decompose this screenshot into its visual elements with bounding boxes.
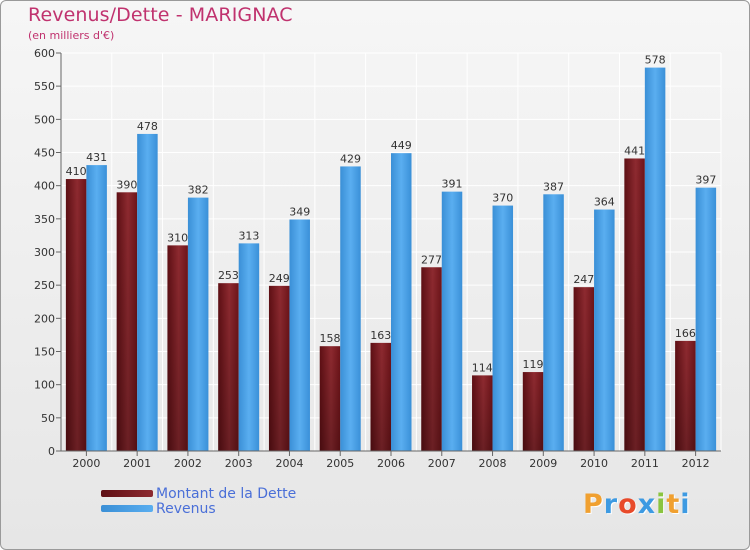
data-label-dette-2002: 310: [167, 231, 188, 244]
data-label-dette-2007: 277: [421, 253, 442, 266]
data-label-revenus-2007: 391: [442, 178, 463, 191]
x-tick-label-2002: 2002: [174, 457, 202, 470]
data-label-dette-2009: 119: [523, 358, 544, 371]
data-label-revenus-2005: 429: [340, 152, 361, 165]
y-tick-label-0: 0: [48, 445, 55, 458]
data-label-dette-2003: 253: [218, 269, 239, 282]
bar-shade-dette-2004: [268, 285, 290, 451]
legend-label-dette: Montant de la Dette: [156, 486, 297, 502]
bar-revenus-2008: [492, 205, 514, 451]
data-label-revenus-2011: 578: [645, 54, 666, 67]
bar-revenus-2009: [543, 194, 564, 452]
x-tick-label-2012: 2012: [682, 457, 710, 470]
chart-subtitle: (en milliers d'€): [28, 29, 115, 42]
bar-revenus-2011: [644, 67, 666, 452]
data-label-revenus-2001: 478: [137, 120, 158, 133]
x-tick-label-2001: 2001: [123, 457, 151, 470]
data-label-revenus-2010: 364: [594, 196, 615, 209]
bar-shade-dette-2007: [421, 267, 442, 451]
bar-shade-dette-2012: [675, 340, 696, 451]
x-tick-label-2006: 2006: [377, 457, 405, 470]
logo-letter: o: [618, 489, 638, 520]
logo-letter: x: [637, 489, 657, 520]
data-label-dette-2005: 158: [319, 332, 340, 345]
x-tick-label-2007: 2007: [428, 457, 456, 470]
x-tick-label-2003: 2003: [225, 457, 253, 470]
data-label-dette-2000: 410: [66, 165, 87, 178]
logo-letter: i: [680, 489, 691, 520]
logo-letter: P: [583, 489, 604, 520]
y-tick-label-100: 100: [34, 379, 55, 392]
y-tick-label-300: 300: [34, 246, 55, 259]
data-label-revenus-2003: 313: [238, 229, 259, 242]
logo-letter: t: [666, 489, 681, 520]
bar-revenus-2001: [137, 133, 158, 451]
bar-shade-dette-2000: [65, 179, 87, 452]
y-tick-label-250: 250: [34, 279, 55, 292]
bar-shade-dette-2002: [167, 245, 188, 451]
x-tick-label-2010: 2010: [580, 457, 608, 470]
bar-revenus-2005: [340, 166, 361, 451]
data-label-dette-2006: 163: [370, 329, 391, 342]
y-tick-label-350: 350: [34, 213, 55, 226]
x-tick-label-2005: 2005: [326, 457, 354, 470]
data-label-dette-2010: 247: [573, 273, 594, 286]
y-tick-label-50: 50: [41, 412, 55, 425]
bar-revenus-2006: [391, 153, 412, 451]
bar-shade-dette-2009: [522, 372, 544, 451]
bar-shade-dette-2001: [116, 192, 138, 452]
x-tick-label-2000: 2000: [72, 457, 100, 470]
x-tick-label-2009: 2009: [529, 457, 557, 470]
logo-letter: i: [656, 489, 667, 520]
x-tick-label-2008: 2008: [479, 457, 507, 470]
bar-revenus-2012: [695, 187, 717, 451]
bar-revenus-2010: [594, 209, 615, 451]
logo-letter: r: [603, 489, 619, 520]
data-label-revenus-2006: 449: [391, 139, 412, 152]
bar-revenus-2000: [86, 165, 107, 451]
legend-swatch-revenus: [101, 505, 153, 512]
data-label-revenus-2000: 431: [86, 151, 107, 164]
data-label-dette-2004: 249: [269, 272, 290, 285]
data-label-revenus-2004: 349: [289, 205, 310, 218]
legend-label-revenus: Revenus: [156, 501, 216, 517]
data-label-revenus-2012: 397: [695, 174, 716, 187]
data-label-revenus-2008: 370: [492, 192, 513, 205]
data-label-revenus-2002: 382: [188, 184, 209, 197]
legend-swatch-dette: [101, 490, 153, 497]
bar-revenus-2004: [289, 219, 310, 451]
bar-shade-dette-2006: [370, 342, 391, 451]
bar-shade-dette-2010: [573, 287, 595, 451]
data-label-dette-2011: 441: [624, 144, 645, 157]
x-tick-label-2004: 2004: [275, 457, 303, 470]
bar-shade-dette-2003: [218, 283, 239, 451]
bar-revenus-2007: [441, 191, 463, 452]
y-tick-label-550: 550: [34, 80, 55, 93]
bar-shade-dette-2008: [472, 375, 493, 451]
data-label-dette-2012: 166: [675, 327, 696, 340]
y-tick-label-500: 500: [34, 113, 55, 126]
proxiti-logo: Proxiti: [583, 489, 691, 520]
bar-shade-dette-2005: [319, 346, 341, 451]
y-tick-label-400: 400: [34, 180, 55, 193]
chart-title: Revenus/Dette - MARIGNAC: [28, 4, 293, 26]
data-label-dette-2001: 390: [116, 178, 137, 191]
data-label-dette-2008: 114: [472, 361, 493, 374]
y-tick-label-600: 600: [34, 47, 55, 60]
y-tick-label-200: 200: [34, 312, 55, 325]
y-tick-label-450: 450: [34, 147, 55, 160]
bar-revenus-2003: [238, 243, 260, 451]
x-tick-label-2011: 2011: [631, 457, 659, 470]
data-label-revenus-2009: 387: [543, 180, 564, 193]
bar-shade-dette-2011: [624, 158, 645, 451]
y-tick-label-150: 150: [34, 346, 55, 359]
bar-revenus-2002: [187, 197, 209, 451]
